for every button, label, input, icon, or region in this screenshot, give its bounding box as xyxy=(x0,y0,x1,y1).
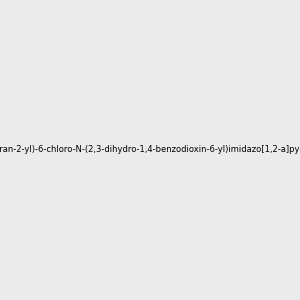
Text: 2-(5-bromofuran-2-yl)-6-chloro-N-(2,3-dihydro-1,4-benzodioxin-6-yl)imidazo[1,2-a: 2-(5-bromofuran-2-yl)-6-chloro-N-(2,3-di… xyxy=(0,146,300,154)
